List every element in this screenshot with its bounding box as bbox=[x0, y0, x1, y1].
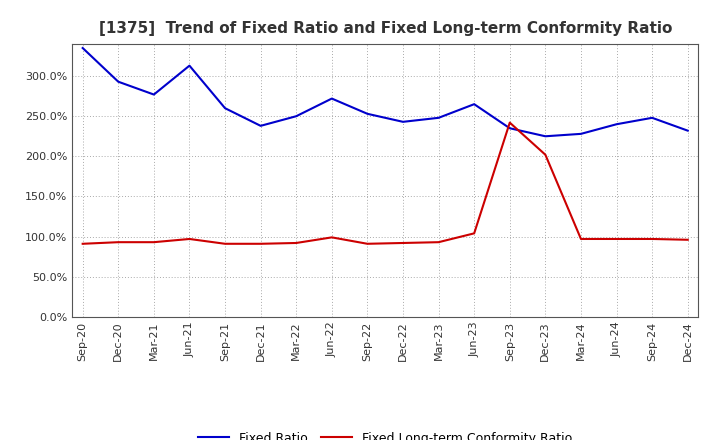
Fixed Ratio bbox=[150, 92, 158, 97]
Fixed Long-term Conformity Ratio bbox=[612, 236, 621, 242]
Fixed Long-term Conformity Ratio bbox=[683, 237, 692, 242]
Fixed Ratio bbox=[648, 115, 657, 121]
Fixed Long-term Conformity Ratio bbox=[78, 241, 87, 246]
Fixed Ratio bbox=[505, 125, 514, 131]
Fixed Long-term Conformity Ratio bbox=[505, 120, 514, 125]
Fixed Ratio bbox=[541, 134, 549, 139]
Fixed Ratio bbox=[185, 63, 194, 68]
Fixed Long-term Conformity Ratio bbox=[256, 241, 265, 246]
Fixed Ratio bbox=[470, 102, 479, 107]
Fixed Ratio bbox=[328, 96, 336, 101]
Fixed Ratio bbox=[399, 119, 408, 125]
Line: Fixed Ratio: Fixed Ratio bbox=[83, 48, 688, 136]
Title: [1375]  Trend of Fixed Ratio and Fixed Long-term Conformity Ratio: [1375] Trend of Fixed Ratio and Fixed Lo… bbox=[99, 21, 672, 36]
Fixed Long-term Conformity Ratio bbox=[328, 235, 336, 240]
Fixed Long-term Conformity Ratio bbox=[399, 240, 408, 246]
Fixed Long-term Conformity Ratio bbox=[541, 152, 549, 158]
Fixed Ratio bbox=[114, 79, 122, 84]
Fixed Long-term Conformity Ratio bbox=[648, 236, 657, 242]
Fixed Ratio bbox=[363, 111, 372, 117]
Fixed Long-term Conformity Ratio bbox=[185, 236, 194, 242]
Fixed Ratio bbox=[78, 45, 87, 51]
Fixed Ratio bbox=[256, 123, 265, 128]
Legend: Fixed Ratio, Fixed Long-term Conformity Ratio: Fixed Ratio, Fixed Long-term Conformity … bbox=[193, 427, 577, 440]
Fixed Long-term Conformity Ratio bbox=[470, 231, 479, 236]
Fixed Ratio bbox=[292, 114, 300, 119]
Fixed Long-term Conformity Ratio bbox=[434, 239, 443, 245]
Fixed Ratio bbox=[612, 121, 621, 127]
Fixed Long-term Conformity Ratio bbox=[221, 241, 230, 246]
Fixed Long-term Conformity Ratio bbox=[363, 241, 372, 246]
Fixed Long-term Conformity Ratio bbox=[577, 236, 585, 242]
Fixed Long-term Conformity Ratio bbox=[114, 239, 122, 245]
Fixed Ratio bbox=[221, 106, 230, 111]
Line: Fixed Long-term Conformity Ratio: Fixed Long-term Conformity Ratio bbox=[83, 123, 688, 244]
Fixed Long-term Conformity Ratio bbox=[150, 239, 158, 245]
Fixed Long-term Conformity Ratio bbox=[292, 240, 300, 246]
Fixed Ratio bbox=[434, 115, 443, 121]
Fixed Ratio bbox=[683, 128, 692, 133]
Fixed Ratio bbox=[577, 131, 585, 136]
